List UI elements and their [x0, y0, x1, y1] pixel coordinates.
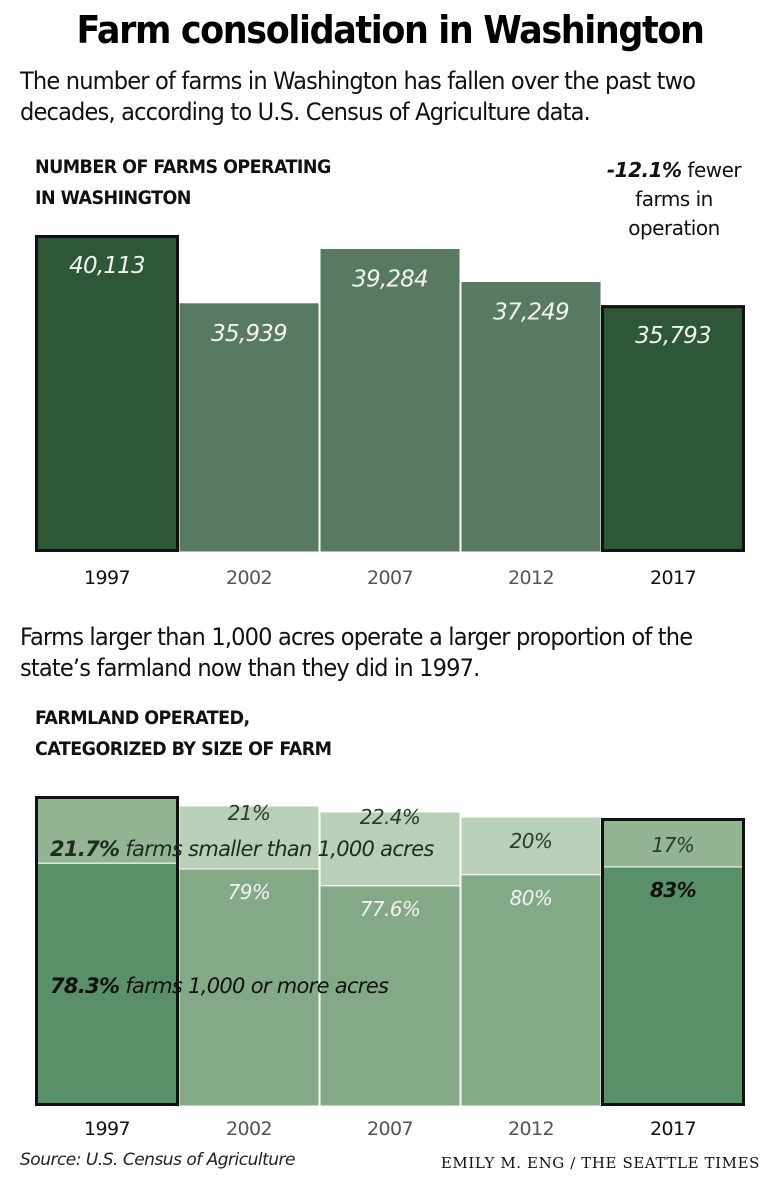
- farmland-large-label: 83%: [650, 878, 696, 902]
- highlight-outline-1997: [35, 796, 179, 1106]
- farmland-small-segment-1997: [34, 795, 180, 864]
- series-label-large: 78.3% farms 1,000 or more acres: [50, 974, 389, 998]
- farms-bar-2012: [460, 281, 602, 553]
- farmland-small-segment-2007: [319, 811, 461, 887]
- farmland-year-label: 2017: [650, 1118, 696, 1140]
- farmland-large-segment-2007: [319, 885, 461, 1107]
- farmland-small-segment-2002: [178, 805, 320, 870]
- credit-line: EMILY M. ENG / THE SEATTLE TIMES: [440, 1154, 760, 1172]
- farms-chart-title-line: NUMBER OF FARMS OPERATING: [35, 156, 331, 178]
- series-name-large: farms 1,000 or more acres: [119, 974, 389, 998]
- farms-value-label: 40,113: [69, 253, 145, 279]
- farmland-large-label: 77.6%: [360, 897, 421, 921]
- change-annotation: -12.1% fewer farms in operation: [600, 156, 748, 243]
- source-note: Source: U.S. Census of Agriculture: [20, 1150, 296, 1170]
- farmland-chart-title: FARMLAND OPERATED, CATEGORIZED BY SIZE O…: [35, 703, 332, 765]
- farmland-small-segment-2017: [600, 817, 746, 868]
- change-text: fewer farms in operation: [628, 158, 742, 240]
- farmland-large-segment-2002: [178, 868, 320, 1107]
- farms-value-label: 39,284: [352, 266, 428, 292]
- change-percent: -12.1%: [606, 158, 682, 182]
- series-value-large: 78.3%: [50, 974, 119, 998]
- farmland-large-segment-2012: [460, 874, 602, 1107]
- farms-bar-2002: [178, 302, 320, 553]
- section-text: Farms larger than 1,000 acres operate a …: [20, 623, 693, 682]
- farms-year-label: 2017: [650, 567, 696, 589]
- farmland-large-segment-2017: [600, 866, 746, 1107]
- farmland-small-label: 20%: [510, 829, 553, 853]
- farms-value-label: 37,249: [493, 300, 569, 326]
- page-title: Farm consolidation in Washington: [76, 8, 704, 52]
- series-value-small: 21.7%: [50, 837, 119, 861]
- farmland-small-segment-2012: [460, 816, 602, 876]
- farmland-large-segment-1997: [34, 862, 180, 1107]
- farmland-year-label: 1997: [84, 1118, 130, 1140]
- farmland-chart-title-line: CATEGORIZED BY SIZE OF FARM: [35, 738, 332, 760]
- farms-value-label: 35,939: [211, 321, 287, 347]
- farms-bar-2017: [601, 305, 745, 552]
- farmland-year-label: 2002: [226, 1118, 272, 1140]
- highlight-outline-1997: [35, 235, 179, 552]
- farms-year-label: 2002: [226, 567, 272, 589]
- farmland-small-label: 21%: [228, 801, 271, 825]
- series-name-small: farms smaller than 1,000 acres: [119, 837, 434, 861]
- farmland-large-label: 79%: [228, 880, 271, 904]
- highlight-outline-2017: [601, 818, 745, 1106]
- farms-chart-title-line: IN WASHINGTON: [35, 187, 191, 209]
- farmland-year-label: 2012: [508, 1118, 554, 1140]
- farms-value-label: 35,793: [635, 323, 711, 349]
- farms-bar-1997: [35, 235, 179, 552]
- farms-bar-2007: [319, 247, 461, 553]
- farmland-small-label: 17%: [652, 833, 695, 857]
- farms-chart-title: NUMBER OF FARMS OPERATING IN WASHINGTON: [35, 152, 331, 214]
- farmland-year-label: 2007: [367, 1118, 413, 1140]
- intro-text: The number of farms in Washington has fa…: [20, 67, 696, 126]
- farmland-small-label: 22.4%: [360, 805, 421, 829]
- farms-year-label: 2007: [367, 567, 413, 589]
- highlight-outline-2017: [601, 305, 745, 552]
- series-label-small: 21.7% farms smaller than 1,000 acres: [50, 837, 434, 861]
- farmland-large-label: 80%: [510, 886, 553, 910]
- farms-year-label: 1997: [84, 567, 130, 589]
- farmland-chart-title-line: FARMLAND OPERATED,: [35, 707, 250, 729]
- farms-year-label: 2012: [508, 567, 554, 589]
